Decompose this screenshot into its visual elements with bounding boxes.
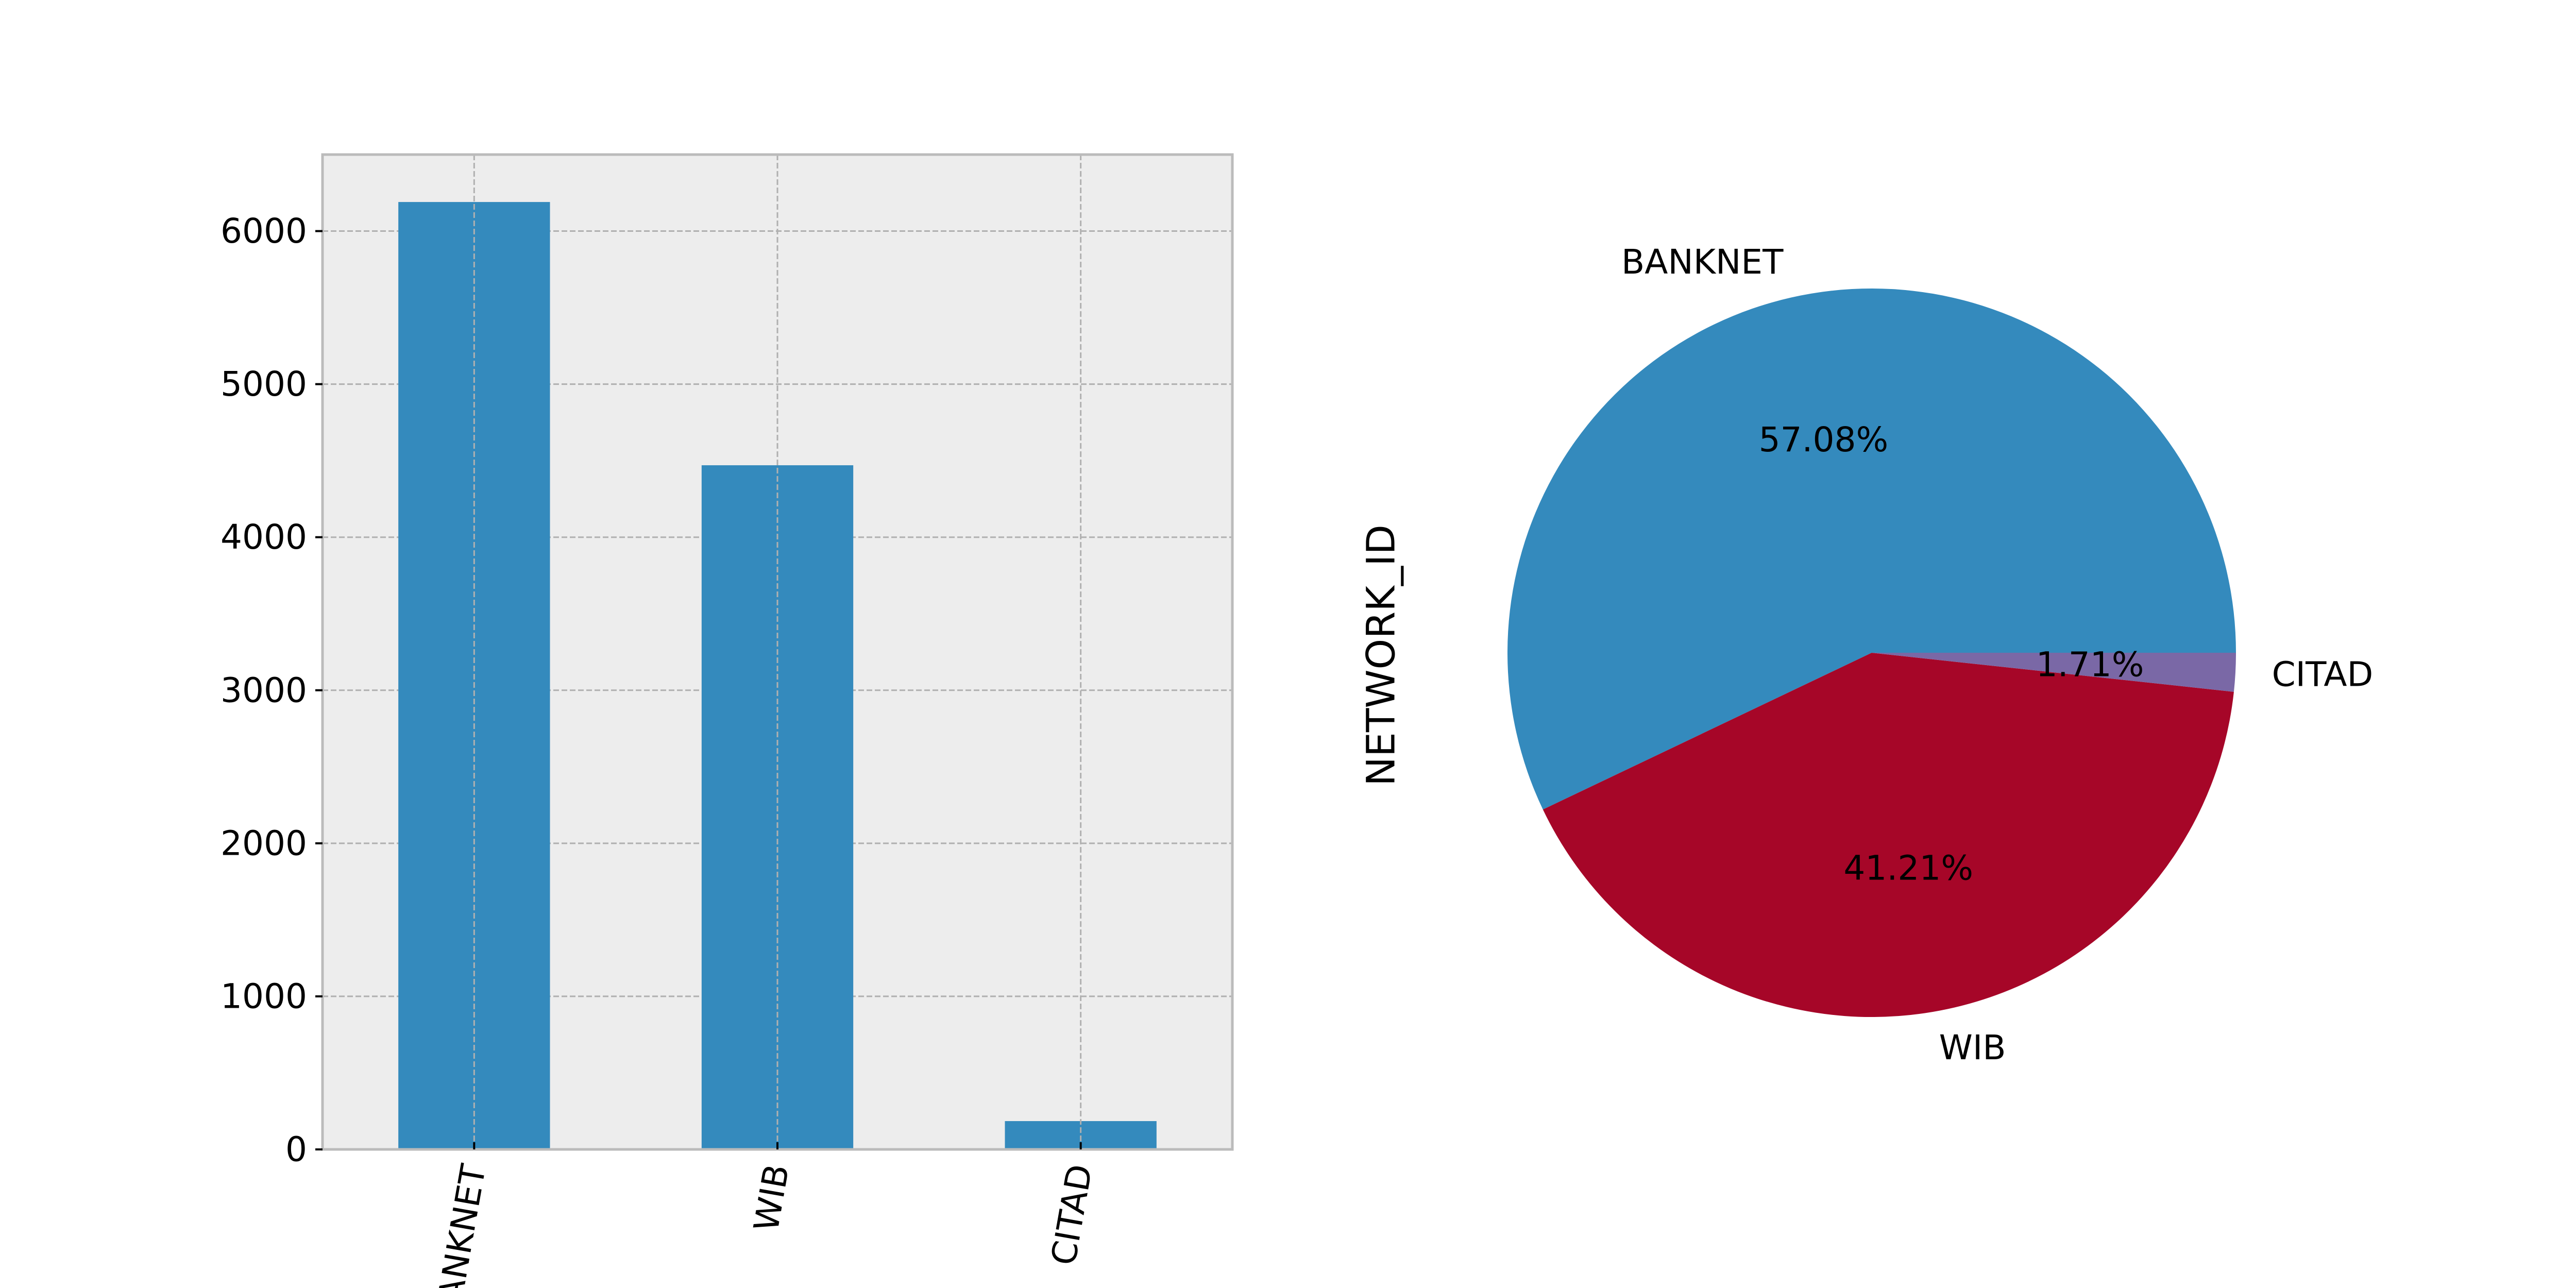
pie-slice-label: WIB: [1939, 1028, 2006, 1067]
pie-percent-label: 57.08%: [1759, 420, 1889, 460]
bar-y-tick-label: 2000: [221, 823, 307, 863]
pie-y-axis-label: NETWORK_ID: [1358, 524, 1404, 786]
pie-slice-wib: [1543, 653, 2234, 1018]
bar-x-tick-label: CITAD: [1044, 1161, 1100, 1268]
pie-slice-label: CITAD: [2272, 654, 2374, 694]
pie-chart: NETWORK_ID BANKNET 57.08% WIB 41.21% CITAD 1.…: [1358, 242, 2374, 1067]
bar-y-tick-label: 5000: [221, 364, 307, 404]
pie-labels: BANKNET 57.08% WIB 41.21% CITAD 1.71%: [1621, 242, 2373, 1067]
bar-x-axis: BANKNET WIB CITAD: [427, 1142, 1100, 1288]
pie-slices: [1507, 289, 2236, 1018]
bar-y-tick-label: 3000: [221, 670, 307, 710]
bar-y-tick-label: 4000: [221, 517, 307, 557]
bar-y-tick-label: 0: [285, 1130, 307, 1170]
pie-slice-banknet: [1507, 289, 2236, 810]
pie-slice-citad: [1872, 653, 2236, 692]
bar-y-tick-label: 1000: [221, 976, 307, 1016]
bar-vertical-gridlines: [473, 155, 1082, 1149]
bar-series: [398, 202, 1157, 1149]
bar-y-axis: 0 1000 2000 3000 4000 5000 6000: [221, 211, 323, 1170]
pie-slice-label: BANKNET: [1621, 242, 1784, 282]
bar-x-tick-label: WIB: [747, 1161, 797, 1234]
pie-percent-label: 1.71%: [2036, 645, 2144, 684]
pie-percent-label: 41.21%: [1843, 849, 1973, 888]
bar-y-tick-label: 6000: [221, 211, 307, 251]
bar-x-tick-label: BANKNET: [427, 1161, 494, 1288]
bar-chart: 0 1000 2000 3000 4000 5000 6000 BANKNET WIB CITA…: [221, 153, 1234, 1288]
